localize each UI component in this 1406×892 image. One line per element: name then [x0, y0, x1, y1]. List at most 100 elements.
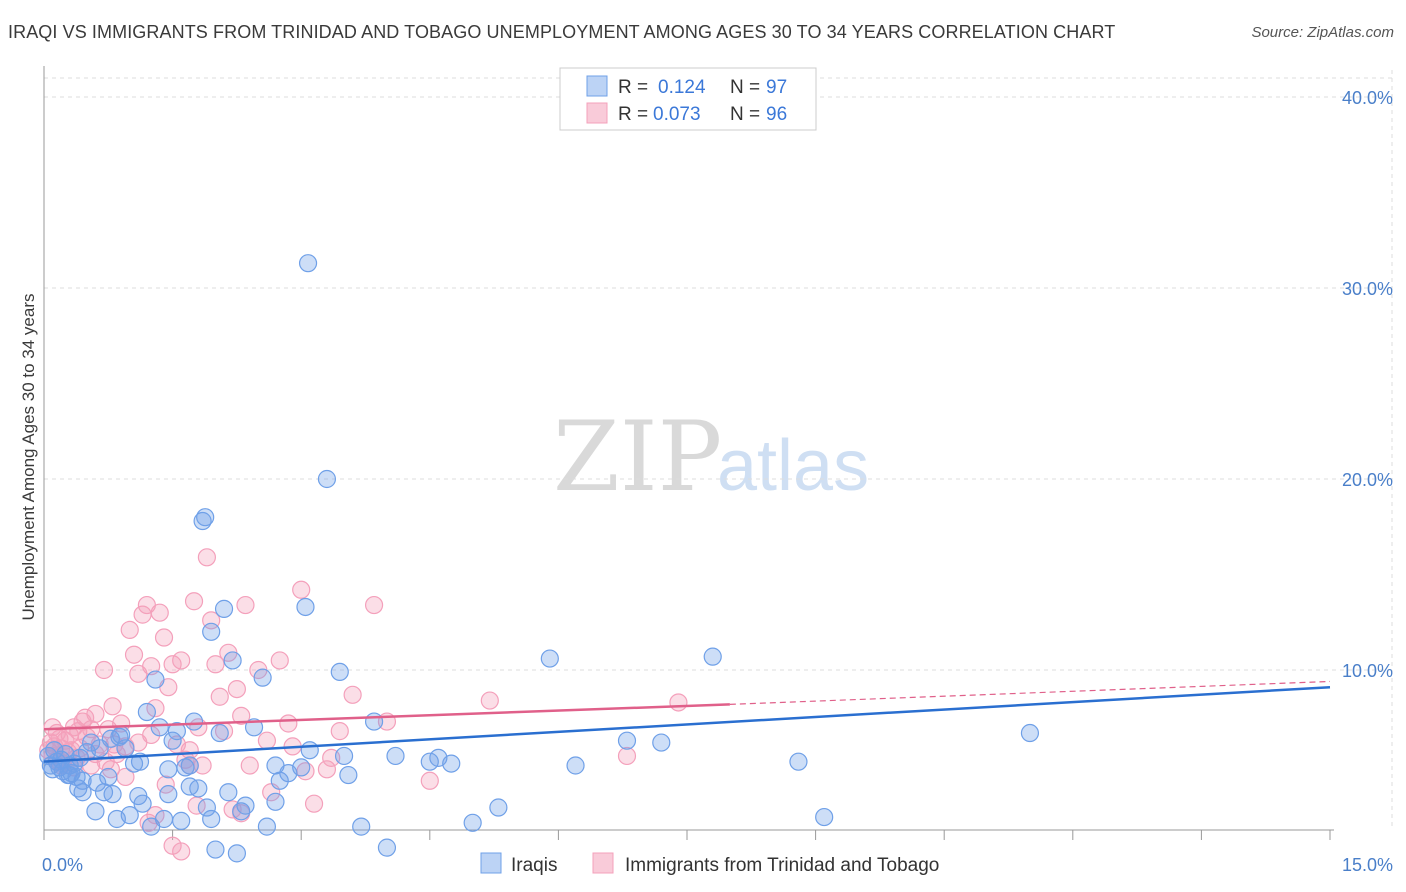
iraqis-point — [159, 760, 178, 779]
trinidad-point — [257, 731, 277, 750]
series-trinidad-points — [39, 548, 688, 861]
trinidad-point — [146, 806, 165, 825]
legend-r-label-iraqis: R = — [618, 77, 648, 98]
trinidad-point — [236, 595, 255, 615]
iraqis-point — [540, 649, 559, 668]
iraqis-point — [180, 777, 199, 796]
x-tick-label: 0.0% — [42, 855, 83, 875]
trinidad-trend-line — [43, 703, 730, 731]
legend-r-value-iraqis: 0.124 — [658, 77, 706, 98]
trinidad-point — [172, 651, 191, 670]
legend: R = 0.124 N = 97 R = 0.073 N = 96 — [559, 67, 817, 131]
trinidad-point — [94, 660, 114, 680]
iraqis-point — [566, 756, 585, 775]
iraqis-point — [257, 817, 277, 836]
iraqis-point — [133, 794, 152, 813]
iraqis-point — [300, 741, 319, 760]
iraqis-point — [652, 733, 671, 752]
trinidad-point — [120, 620, 139, 639]
trinidad-point — [206, 655, 225, 674]
iraqis-point — [377, 838, 397, 857]
iraqis-point — [60, 765, 79, 785]
trinidad-point — [150, 603, 169, 622]
iraqis-point — [146, 670, 165, 689]
legend-n-label-iraqis: N = — [730, 77, 760, 98]
iraqis-point — [99, 767, 118, 787]
iraqis-point — [442, 754, 461, 773]
bottom-legend: Iraqis Immigrants from Trinidad and Toba… — [480, 852, 939, 876]
iraqis-point — [815, 807, 834, 827]
trinidad-point — [103, 697, 122, 716]
iraqis-point — [334, 746, 354, 766]
iraqis-point — [227, 844, 246, 863]
iraqis-point — [73, 783, 92, 802]
trinidad-point — [172, 842, 191, 861]
trinidad-point — [292, 580, 311, 599]
y-tick-label: 30.0% — [1342, 279, 1393, 299]
iraqis-point — [154, 809, 174, 829]
trinidad-point — [210, 687, 229, 706]
iraqis-point — [1020, 723, 1040, 743]
iraqis-point — [214, 599, 234, 618]
legend-r-value-trinidad: 0.073 — [653, 104, 701, 125]
iraqis-point — [266, 792, 285, 811]
trinidad-point — [227, 679, 246, 699]
iraqis-point — [489, 798, 508, 817]
iraqis-point — [352, 817, 371, 836]
bottom-legend-label-trinidad: Immigrants from Trinidad and Tobago — [625, 855, 939, 876]
trinidad-point — [146, 699, 165, 718]
chart-title: IRAQI VS IMMIGRANTS FROM TRINIDAD AND TO… — [8, 22, 1116, 42]
iraqis-point — [296, 597, 315, 617]
y-axis-label: Unemployment Among Ages 30 to 34 years — [19, 294, 38, 621]
iraqis-point — [197, 798, 216, 817]
iraqis-point — [219, 783, 238, 802]
iraqis-point — [364, 712, 384, 731]
iraqis-point — [253, 668, 272, 687]
trinidad-point — [317, 760, 337, 779]
iraqis-point — [88, 773, 107, 792]
iraqis-point — [167, 722, 186, 741]
iraqis-point — [292, 758, 311, 777]
iraqis-point — [223, 651, 242, 670]
iraqis-point — [150, 718, 169, 737]
y-tick-label: 40.0% — [1342, 88, 1393, 108]
iraqis-point — [317, 469, 337, 489]
legend-swatch-iraqis — [586, 75, 608, 97]
trinidad-point — [154, 628, 174, 647]
trinidad-point — [82, 720, 101, 739]
trinidad-point — [364, 595, 384, 615]
x-tick-label: 15.0% — [1342, 855, 1393, 875]
legend-swatch-trinidad — [586, 102, 608, 124]
tick-labels: 10.0% 20.0% 30.0% 40.0% 0.0% 15.0% — [42, 88, 1393, 875]
iraqis-point — [617, 731, 637, 750]
trinidad-point — [617, 746, 637, 766]
trinidad-point — [197, 548, 216, 567]
trinidad-point — [163, 655, 182, 674]
iraqis-point — [210, 723, 229, 743]
iraqis-point — [120, 806, 139, 825]
iraqis-point — [420, 752, 439, 771]
iraqis-point — [244, 718, 264, 737]
trinidad-point — [124, 645, 144, 664]
legend-n-value-iraqis: 97 — [766, 77, 787, 98]
trinidad-point — [343, 685, 362, 704]
trinidad-point — [43, 718, 62, 737]
trinidad-point — [420, 771, 439, 790]
iraqis-point — [86, 802, 105, 821]
legend-r-label-trinidad: R = — [618, 104, 648, 125]
iraqis-point — [202, 809, 221, 829]
trinidad-point — [240, 756, 259, 775]
trinidad-point — [279, 714, 298, 733]
iraqis-point — [789, 752, 808, 771]
legend-n-value-trinidad: 96 — [766, 104, 787, 125]
iraqis-point — [703, 647, 722, 666]
iraqis-point — [45, 741, 64, 760]
trend-lines — [43, 680, 1331, 763]
iraqis-point — [172, 811, 191, 830]
iraqis-point — [103, 785, 122, 804]
bottom-legend-swatch-iraqis — [480, 852, 502, 874]
iraqis-point — [110, 727, 129, 746]
watermark-zip: ZIP — [553, 401, 722, 513]
trinidad-point — [304, 794, 324, 813]
